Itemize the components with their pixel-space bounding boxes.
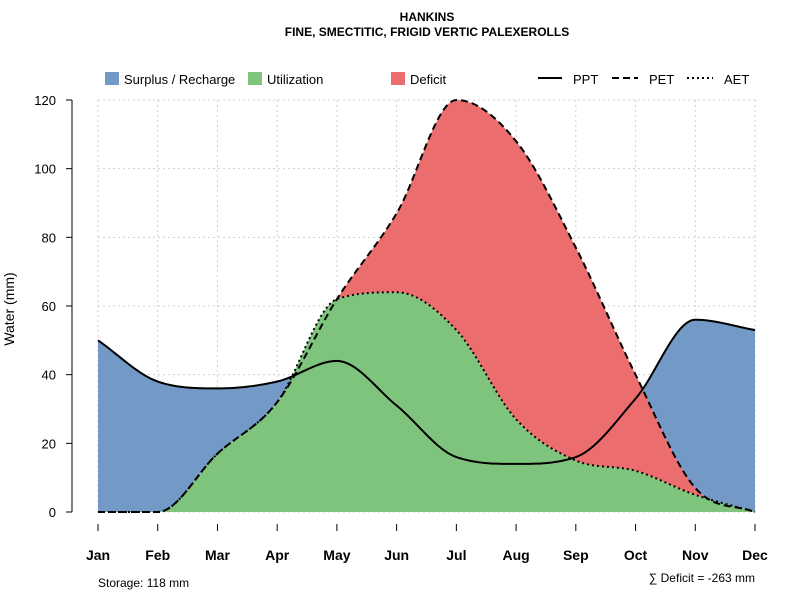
utilization-area — [98, 292, 755, 512]
chart-subtitle: FINE, SMECTITIC, FRIGID VERTIC PALEXEROL… — [285, 25, 569, 39]
y-tick-label: 0 — [49, 505, 56, 520]
legend-swatch-surplus — [105, 72, 119, 85]
x-tick-label: May — [323, 547, 350, 563]
legend-label-ppt: PPT — [573, 72, 598, 87]
x-tick-label: Apr — [265, 547, 290, 563]
x-tick-label: Jun — [384, 547, 409, 563]
legend-label-pet: PET — [649, 72, 674, 87]
legend-label-surplus: Surplus / Recharge — [124, 72, 235, 87]
aet-line — [98, 291, 756, 513]
legend-swatch-utilization — [248, 72, 262, 85]
x-tick-label: Sep — [563, 547, 589, 563]
storage-label: Storage: 118 mm — [98, 576, 189, 590]
x-tick-label: Jan — [86, 547, 110, 563]
legend: Surplus / Recharge Utilization Deficit P… — [105, 72, 749, 87]
legend-label-utilization: Utilization — [267, 72, 323, 87]
y-tick-label: 60 — [42, 299, 56, 314]
x-tick-label: Dec — [742, 547, 768, 563]
pet-line — [98, 98, 756, 513]
ppt-line — [97, 318, 756, 465]
y-axis-label: Water (mm) — [1, 272, 17, 345]
deficit-label: ∑ Deficit = -263 mm — [649, 571, 755, 585]
y-tick-label: 40 — [42, 368, 56, 383]
y-tick-label: 80 — [42, 230, 56, 245]
chart-title: HANKINS — [400, 10, 455, 24]
y-tick-label: 100 — [34, 162, 56, 177]
x-tick-label: Feb — [145, 547, 170, 563]
x-tick-label: Mar — [205, 547, 230, 563]
deficit-area — [98, 100, 755, 512]
surplus-area — [98, 319, 755, 512]
series-lines — [97, 98, 756, 513]
y-ticks: 0 20 40 60 80 100 120 — [34, 93, 72, 520]
fill-areas — [98, 100, 755, 512]
x-tick-label: Jul — [446, 547, 466, 563]
y-tick-label: 20 — [42, 436, 56, 451]
y-tick-label: 120 — [34, 93, 56, 108]
legend-swatch-deficit — [391, 72, 405, 85]
x-ticks: Jan Feb Mar Apr May Jun Jul Aug Sep Oct Nov Dec — [86, 524, 768, 563]
x-tick-label: Nov — [682, 547, 709, 563]
legend-label-aet: AET — [724, 72, 749, 87]
x-tick-label: Aug — [502, 547, 529, 563]
x-tick-label: Oct — [624, 547, 648, 563]
legend-label-deficit: Deficit — [410, 72, 447, 87]
